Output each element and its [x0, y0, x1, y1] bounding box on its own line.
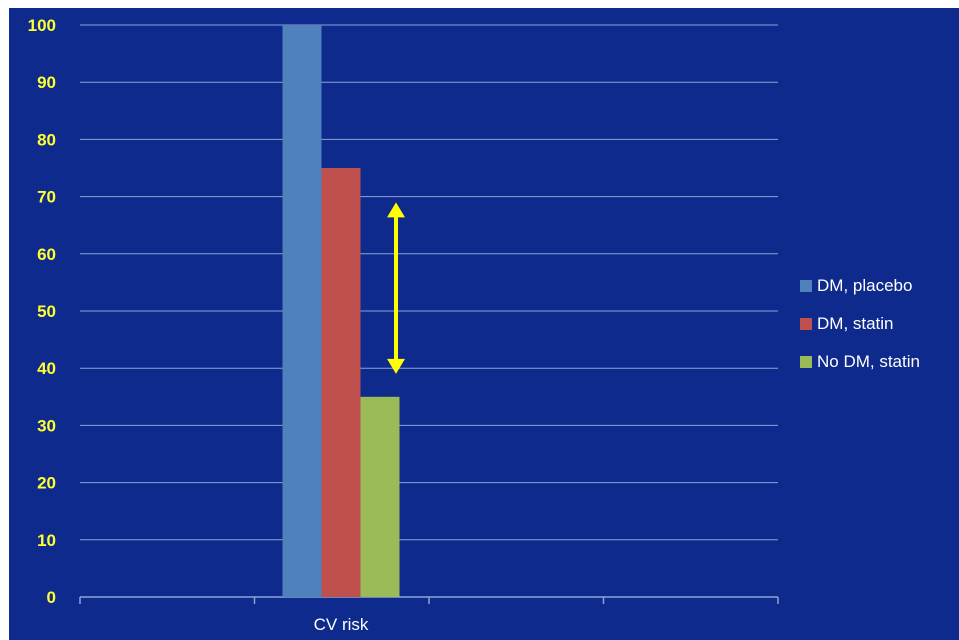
legend-swatch [800, 318, 812, 330]
y-tick-label: 90 [37, 73, 56, 92]
legend-label: DM, statin [817, 314, 894, 333]
legend-label: DM, placebo [817, 276, 912, 295]
bar-dm-placebo [282, 25, 322, 597]
axes [79, 596, 779, 604]
bars [282, 25, 400, 597]
y-tick-label: 30 [37, 416, 56, 435]
bar-dm-statin [321, 168, 361, 597]
gridlines [80, 24, 778, 541]
y-tick-label: 50 [37, 302, 56, 321]
annotation-arrow [387, 202, 405, 374]
legend-swatch [800, 280, 812, 292]
y-tick-label: 40 [37, 359, 56, 378]
y-tick-label: 80 [37, 130, 56, 149]
legend-label: No DM, statin [817, 352, 920, 371]
y-tick-label: 100 [28, 16, 56, 35]
arrow-head-down [387, 358, 405, 374]
bar-no-dm-statin [360, 396, 400, 597]
y-tick-label: 70 [37, 188, 56, 207]
y-tick-label: 20 [37, 474, 56, 493]
x-category-label: CV risk [314, 615, 369, 634]
legend-swatch [800, 356, 812, 368]
y-tick-label: 0 [47, 588, 56, 607]
arrow-head-up [387, 202, 405, 218]
y-tick-label: 60 [37, 245, 56, 264]
x-category-labels: CV risk [314, 615, 369, 634]
y-tick-label: 10 [37, 531, 56, 550]
y-tick-labels: 0 10 20 30 40 50 60 70 80 90 100 [28, 16, 56, 607]
legend: DM, placebo DM, statin No DM, statin [800, 276, 920, 371]
